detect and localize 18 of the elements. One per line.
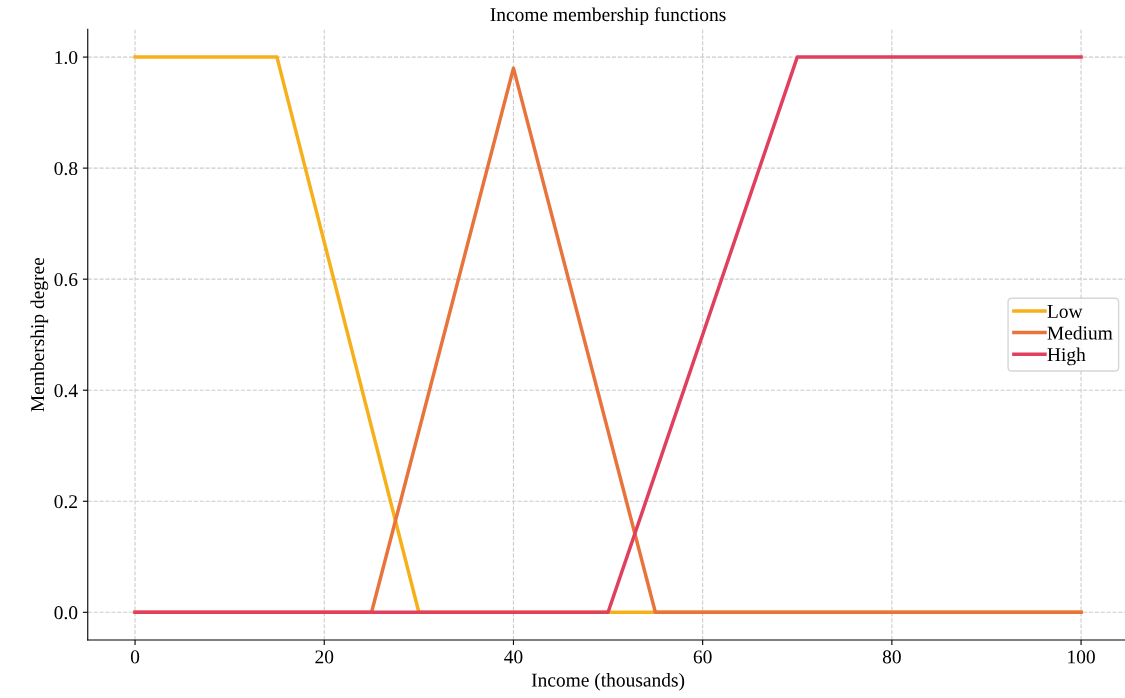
y-tick-label: 0.2 (54, 495, 77, 509)
x-tick-label: 0 (130, 650, 140, 664)
x-tick-label: 80 (882, 650, 901, 664)
y-axis-title: Membership degree (30, 257, 49, 412)
legend-label: High (1047, 347, 1086, 366)
x-tick-label: 100 (1068, 650, 1095, 664)
x-tick-label: 60 (693, 650, 712, 664)
legend-label: Medium (1047, 325, 1113, 340)
x-tick-label: 40 (504, 650, 523, 664)
chart-title: Income membership functions (490, 7, 726, 26)
y-tick-label: 1.0 (55, 50, 78, 65)
x-axis-title: Income (thousands) (531, 672, 685, 691)
x-tick-label: 20 (315, 650, 334, 664)
y-tick-label: 0.8 (54, 161, 78, 176)
y-tick-label: 0.6 (54, 272, 78, 287)
y-tick-label: 0.4 (54, 384, 78, 398)
y-tick-label: 0.0 (54, 606, 78, 620)
legend-label: Low (1047, 305, 1083, 318)
